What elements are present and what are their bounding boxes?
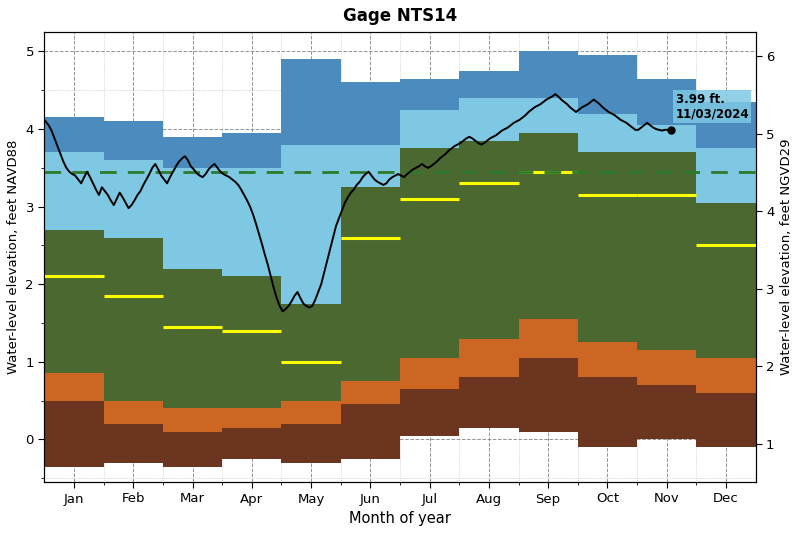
Y-axis label: Water-level elevation, feet NAVD88: Water-level elevation, feet NAVD88 xyxy=(7,140,20,374)
Y-axis label: Water-level elevation, feet NGVD29: Water-level elevation, feet NGVD29 xyxy=(780,139,793,375)
Text: 3.99 ft.
11/03/2024: 3.99 ft. 11/03/2024 xyxy=(675,93,750,120)
Title: Gage NTS14: Gage NTS14 xyxy=(343,7,457,25)
X-axis label: Month of year: Month of year xyxy=(349,511,451,526)
